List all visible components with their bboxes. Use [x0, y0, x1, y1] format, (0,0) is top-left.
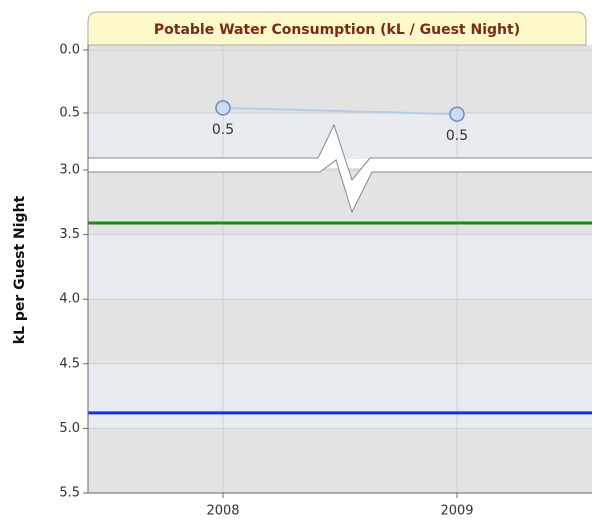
value-label: 0.5 [212, 122, 234, 138]
y-tick-label: 3.5 [59, 227, 80, 242]
band [88, 168, 592, 235]
series-line [222, 106, 458, 116]
y-tick-label: 4.0 [59, 292, 80, 307]
y-tick-label: 5.5 [59, 486, 80, 501]
y-tick-label: 3.0 [59, 163, 80, 178]
point [215, 100, 231, 116]
x-tick-label: 2009 [440, 504, 473, 519]
band [88, 299, 592, 364]
title-box [87, 11, 587, 46]
marks: 0.5 0.5 [88, 100, 592, 415]
point [449, 106, 465, 122]
axis-break-outline [88, 123, 592, 214]
value-label: 0.5 [446, 128, 468, 144]
y-tick-label: 5.0 [59, 421, 80, 436]
chart-title: Potable Water Consumption (kL / Guest Ni… [154, 22, 520, 38]
axis-break [88, 125, 592, 212]
plot-background [88, 45, 592, 493]
band [88, 45, 592, 113]
y-tick-label: 0.5 [59, 105, 80, 120]
x-tick-label: 2008 [206, 504, 239, 519]
band [88, 428, 592, 493]
y-tick-label: 4.5 [59, 356, 80, 371]
y-tick-label: 0.0 [59, 43, 80, 58]
y-axis-label: kL per Guest Night [12, 195, 28, 344]
